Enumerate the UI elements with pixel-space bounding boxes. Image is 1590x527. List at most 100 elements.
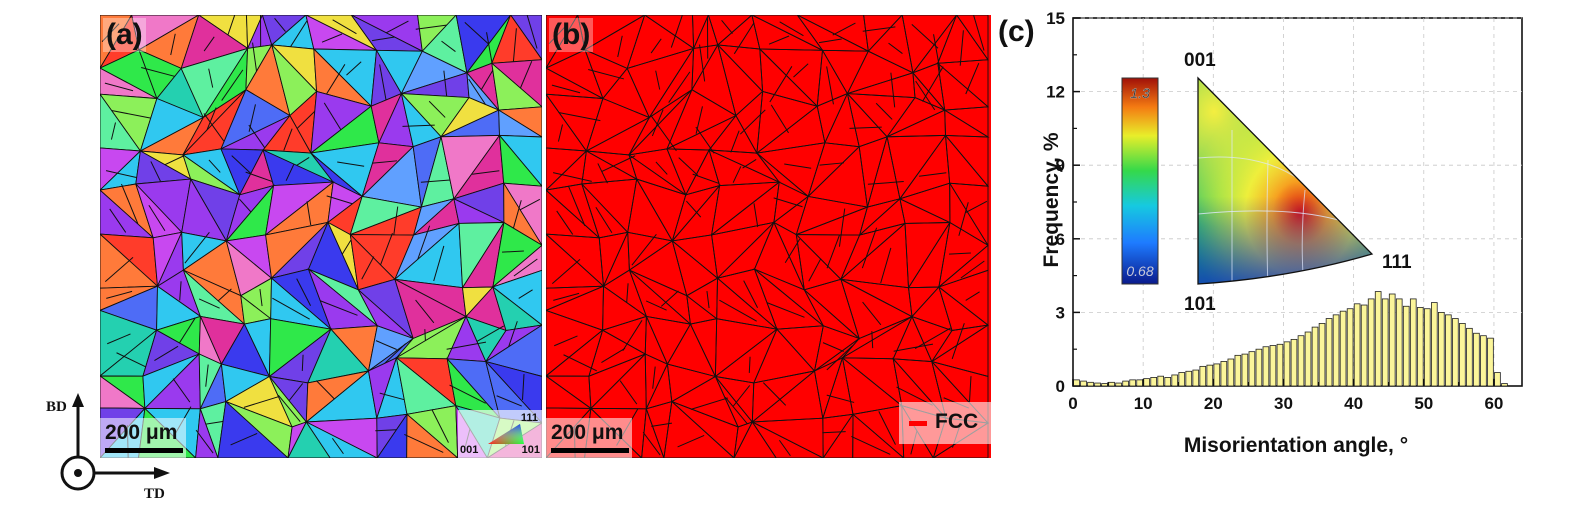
fcc-legend-swatch — [909, 421, 927, 426]
grain-boundary — [663, 400, 735, 458]
twin-boundary — [243, 395, 282, 408]
twin-boundary — [552, 172, 592, 182]
bd-label: BD — [46, 399, 67, 415]
twin-boundary — [597, 163, 608, 184]
twin-boundary — [428, 100, 446, 118]
twin-boundary — [721, 20, 733, 34]
histogram-bar — [1360, 304, 1368, 387]
histogram-bar — [1234, 354, 1242, 387]
histogram-bar — [1311, 326, 1319, 387]
twin-boundary — [965, 291, 980, 301]
histogram-bar — [1080, 380, 1087, 387]
twin-boundary — [690, 397, 729, 410]
twin-boundary — [208, 159, 221, 173]
twin-boundary — [819, 162, 845, 166]
twin-boundary — [826, 394, 855, 403]
twin-boundary — [301, 354, 304, 371]
twin-boundary — [148, 205, 166, 232]
ipf-key-001: 001 — [460, 444, 479, 456]
twin-boundary — [793, 63, 809, 78]
colorbar-max: 1.3 — [1130, 85, 1150, 101]
twin-boundary — [743, 280, 759, 308]
twin-boundary — [557, 124, 563, 142]
twin-boundary — [730, 130, 740, 153]
twin-boundary — [686, 200, 702, 218]
histogram-bar — [1122, 380, 1129, 387]
histogram-bar — [1480, 335, 1487, 387]
histogram-bar — [1445, 314, 1452, 387]
histogram-bar — [1115, 382, 1122, 387]
x-tick-label: 0 — [1068, 394, 1077, 413]
twin-boundary — [553, 292, 580, 301]
twin-boundary — [851, 436, 891, 455]
twin-boundary — [441, 40, 456, 52]
histogram-bar — [1185, 370, 1193, 387]
y-tick-label: 3 — [1056, 303, 1065, 322]
twin-boundary — [526, 15, 538, 49]
twin-boundary — [326, 195, 356, 206]
histogram-bar — [1164, 377, 1172, 387]
twin-boundary — [849, 126, 882, 129]
twin-boundary — [323, 102, 342, 132]
histogram-bar — [1283, 341, 1291, 387]
twin-boundary — [732, 385, 751, 407]
twin-boundary — [862, 301, 882, 326]
twin-boundary — [677, 434, 705, 448]
twin-boundary — [150, 161, 161, 182]
twin-boundary — [915, 80, 936, 111]
twin-boundary — [642, 431, 661, 456]
histogram-bar — [1101, 383, 1108, 387]
twin-boundary — [753, 203, 759, 228]
twin-boundary — [826, 345, 853, 371]
twin-boundary — [808, 258, 822, 282]
twin-boundary — [588, 69, 625, 80]
twin-boundary — [104, 256, 134, 282]
histogram-bar — [1108, 381, 1115, 387]
twin-boundary — [141, 67, 178, 78]
twin-boundary — [724, 396, 748, 424]
twin-boundary — [660, 290, 679, 307]
twin-boundary — [692, 173, 720, 184]
twin-boundary — [208, 68, 214, 88]
ipf-corner-111: 111 — [1382, 252, 1412, 273]
twin-boundary — [818, 38, 842, 44]
twin-boundary — [379, 64, 387, 103]
twin-boundary — [960, 260, 985, 279]
twin-boundary — [379, 392, 408, 401]
scalebar-b-text: 200 μm — [551, 421, 624, 444]
twin-boundary — [733, 22, 755, 55]
twin-boundary — [295, 157, 310, 167]
inverse-pole-figure: 001 101 111 — [1184, 50, 1412, 315]
twin-boundary — [496, 395, 522, 407]
histogram-bar — [1094, 382, 1101, 387]
twin-boundary — [372, 160, 398, 164]
y-tick-label: 6 — [1056, 230, 1065, 249]
twin-boundary — [878, 411, 896, 445]
twin-boundary — [959, 30, 964, 66]
twin-boundary — [893, 343, 934, 352]
histogram-bar — [1241, 353, 1249, 387]
twin-boundary — [668, 71, 691, 103]
twin-boundary — [518, 61, 533, 93]
twin-boundary — [283, 128, 293, 151]
scalebar-b-bar — [551, 448, 629, 453]
x-tick-label: 10 — [1134, 394, 1153, 413]
twin-boundary — [778, 439, 791, 457]
twin-boundary — [522, 374, 525, 400]
histogram-bar — [1262, 346, 1270, 387]
twin-boundary — [826, 66, 834, 105]
twin-boundary — [306, 201, 312, 226]
twin-boundary — [914, 327, 952, 349]
histogram-bar — [1423, 308, 1431, 387]
twin-boundary — [822, 342, 844, 352]
twin-boundary — [402, 124, 435, 127]
twin-boundary — [949, 252, 971, 255]
twin-boundary — [880, 247, 892, 284]
twin-boundary — [958, 202, 969, 236]
grain — [304, 420, 378, 458]
twin-boundary — [415, 24, 449, 30]
histogram-bar — [1087, 381, 1094, 387]
twin-boundary — [732, 166, 742, 183]
grains — [100, 15, 542, 458]
twin-boundary — [719, 299, 757, 322]
